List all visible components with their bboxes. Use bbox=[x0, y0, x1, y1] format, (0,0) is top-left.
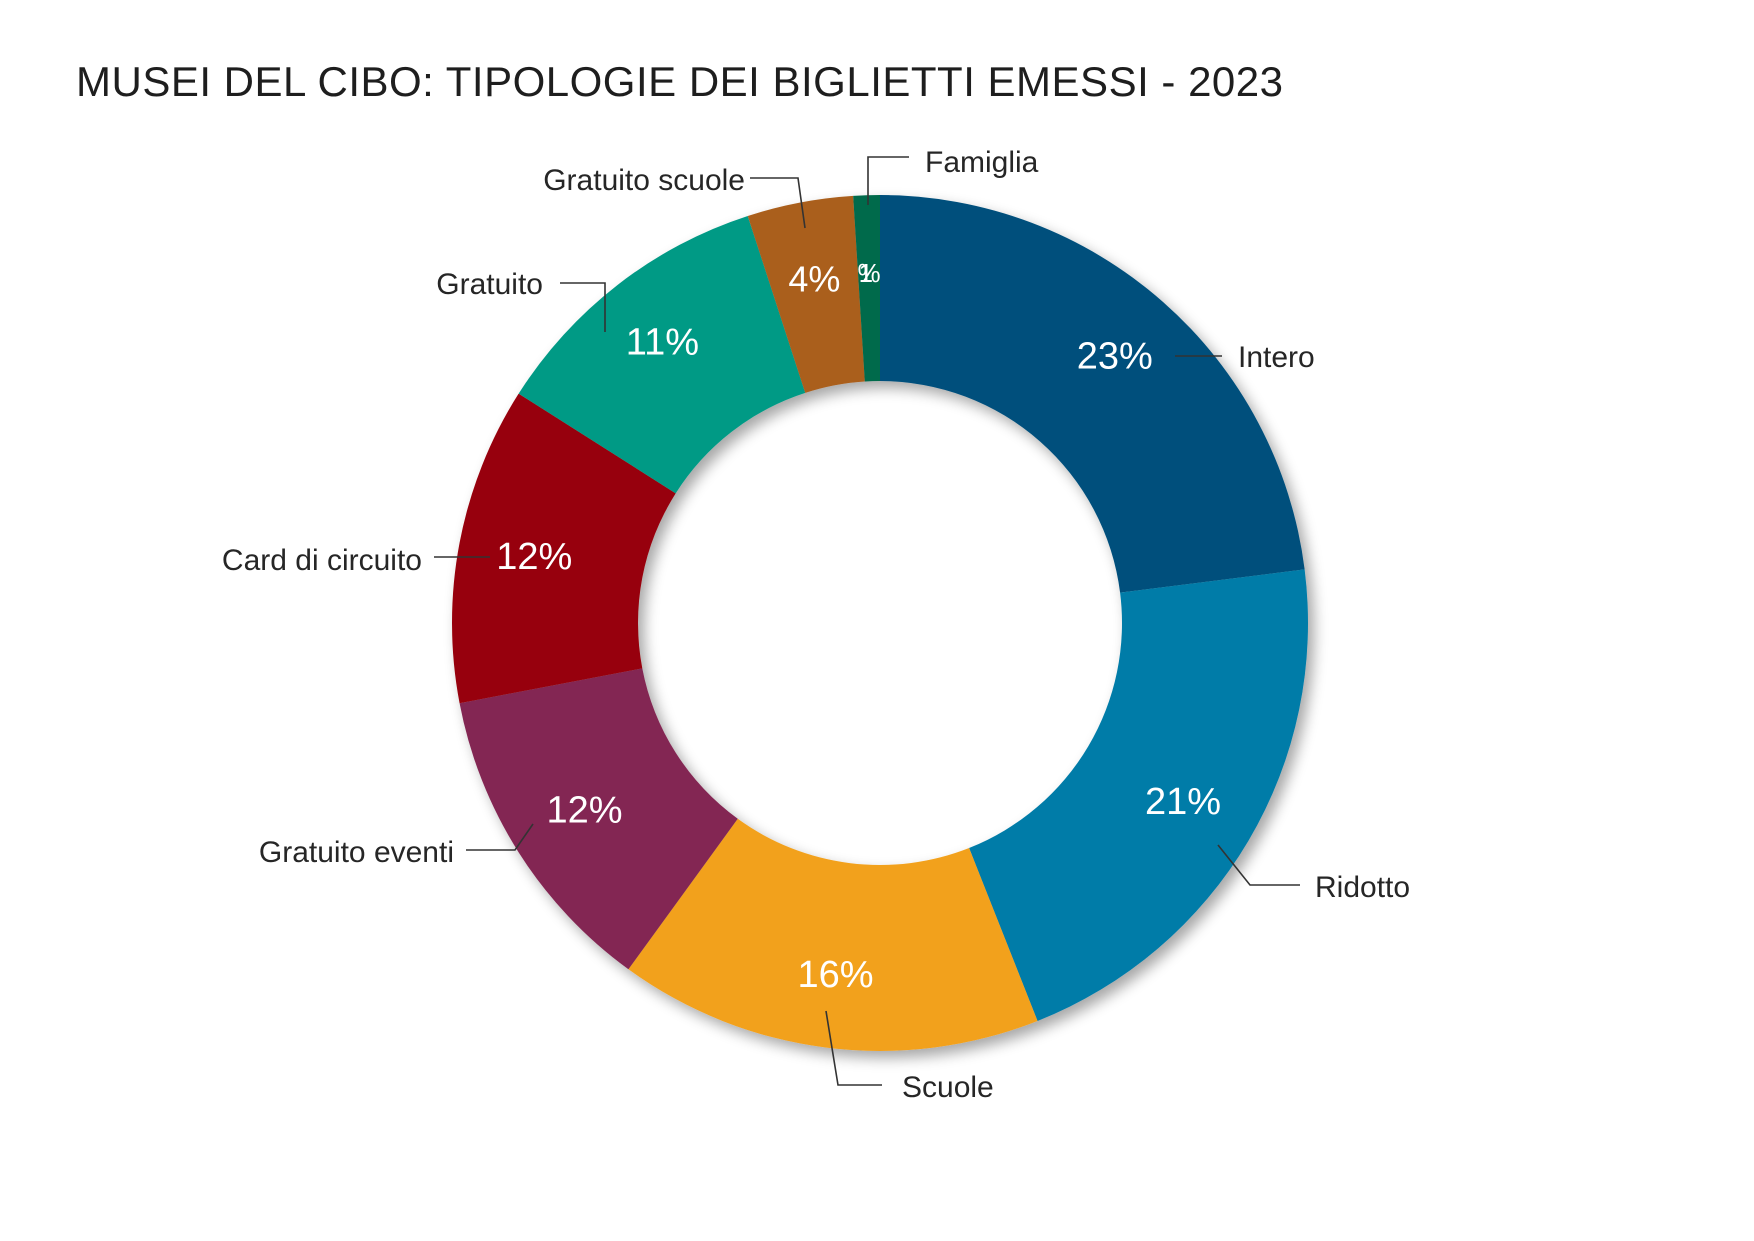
category-label-gratuito-eventi: Gratuito eventi bbox=[259, 836, 454, 869]
slices-group bbox=[452, 195, 1308, 1051]
category-labels-group: Intero Ridotto Scuole Gratuito eventi Card d… bbox=[222, 146, 1410, 1104]
percent-label-ridotto: 21% bbox=[1145, 781, 1221, 823]
percent-label-gratuito: 11% bbox=[626, 321, 699, 363]
leader-line-gratuito bbox=[560, 282, 606, 332]
leader-line-gratuito-scuole bbox=[750, 177, 806, 229]
slice-ridotto bbox=[969, 569, 1308, 1021]
slice-scuole bbox=[628, 818, 1038, 1051]
percent-label-scuole: 16% bbox=[797, 954, 873, 996]
percent-label-gratuito-eventi: 12% bbox=[546, 790, 622, 832]
leader-line-famiglia bbox=[867, 156, 909, 205]
percent-labels-group: 23% 21% 16% 12% 12% 11% 4% 1% bbox=[496, 258, 1221, 996]
chart-title: MUSEI DEL CIBO: TIPOLOGIE DEI BIGLIETTI … bbox=[76, 58, 1284, 105]
category-label-card-di-circuito: Card di circuito bbox=[222, 544, 422, 577]
slice-card-di-circuito bbox=[452, 393, 676, 704]
category-label-intero: Intero bbox=[1238, 341, 1315, 374]
category-label-scuole: Scuole bbox=[902, 1071, 994, 1104]
slice-famiglia bbox=[853, 195, 880, 382]
slice-intero bbox=[880, 195, 1305, 593]
category-label-gratuito: Gratuito bbox=[436, 268, 543, 301]
category-label-ridotto: Ridotto bbox=[1315, 871, 1410, 904]
slice-gratuito-scuole bbox=[747, 195, 865, 393]
percent-label-intero: 23% bbox=[1077, 336, 1153, 378]
percent-label-famiglia: 1% bbox=[857, 258, 880, 288]
leader-line-scuole bbox=[825, 1010, 882, 1086]
leader-line-ridotto bbox=[1217, 844, 1300, 886]
percent-label-gratuito-scuole: 4% bbox=[788, 259, 840, 300]
slice-gratuito bbox=[518, 215, 806, 494]
slice-gratuito-eventi bbox=[459, 668, 738, 970]
category-label-gratuito-scuole: Gratuito scuole bbox=[543, 164, 745, 197]
leader-line-gratuito-eventi bbox=[466, 823, 534, 851]
category-label-famiglia: Famiglia bbox=[925, 146, 1039, 179]
percent-label-card-di-circuito: 12% bbox=[496, 536, 572, 578]
leader-lines-group bbox=[434, 156, 1300, 1086]
